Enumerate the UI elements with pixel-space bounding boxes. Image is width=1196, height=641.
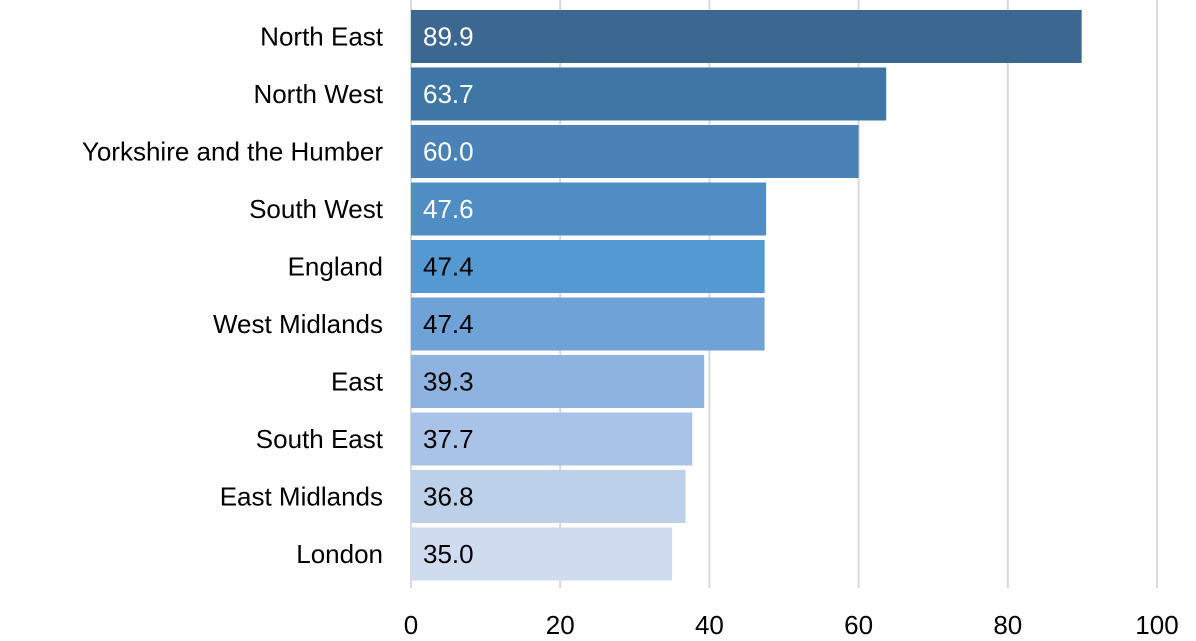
- x-axis-tick-labels: 0 20 40 60 80 100: [404, 610, 1179, 640]
- bar-north-east: [411, 10, 1082, 63]
- bar-east-midlands: [411, 470, 686, 523]
- data-labels: 89.9 63.7 60.0 47.6 47.4 47.4 39.3 37.7 36.8 35.0: [423, 22, 474, 570]
- bar-london: [411, 527, 673, 581]
- bar-south-east: [411, 412, 693, 466]
- category-label-south-west: South West: [249, 194, 384, 224]
- data-label-yorkshire-and-the-humber: 60.0: [423, 137, 474, 167]
- bar-south-west: [411, 182, 767, 236]
- x-tick-label-100: 100: [1135, 610, 1178, 640]
- bar-west-midlands: [411, 297, 765, 351]
- x-tick-label-80: 80: [993, 610, 1022, 640]
- bar-north-west: [411, 67, 887, 121]
- bar-east: [411, 355, 705, 408]
- category-labels: North East North West Yorkshire and the Hu…: [82, 22, 384, 570]
- data-label-south-west: 47.6: [423, 194, 474, 224]
- data-label-north-west: 63.7: [423, 79, 474, 109]
- data-label-north-east: 89.9: [423, 22, 474, 52]
- category-label-west-midlands: West Midlands: [213, 309, 383, 339]
- data-label-london: 35.0: [423, 539, 474, 569]
- bar-england: [411, 240, 765, 293]
- category-label-london: London: [296, 539, 383, 569]
- x-tick-label-20: 20: [546, 610, 575, 640]
- category-label-south-east: South East: [256, 424, 384, 454]
- data-label-east-midlands: 36.8: [423, 482, 474, 512]
- category-label-north-east: North East: [260, 22, 384, 52]
- category-label-east: East: [331, 367, 384, 397]
- x-tick-label-40: 40: [695, 610, 724, 640]
- data-label-england: 47.4: [423, 252, 474, 282]
- data-label-south-east: 37.7: [423, 424, 474, 454]
- category-label-yorkshire-and-the-humber: Yorkshire and the Humber: [82, 137, 383, 167]
- category-label-north-west: North West: [253, 79, 383, 109]
- x-tick-label-60: 60: [844, 610, 873, 640]
- category-label-east-midlands: East Midlands: [220, 482, 383, 512]
- bars: [411, 10, 1082, 581]
- data-label-east: 39.3: [423, 367, 474, 397]
- data-label-west-midlands: 47.4: [423, 309, 474, 339]
- category-label-england: England: [288, 252, 383, 282]
- x-tick-label-0: 0: [404, 610, 418, 640]
- bar-yorkshire-and-the-humber: [411, 125, 859, 178]
